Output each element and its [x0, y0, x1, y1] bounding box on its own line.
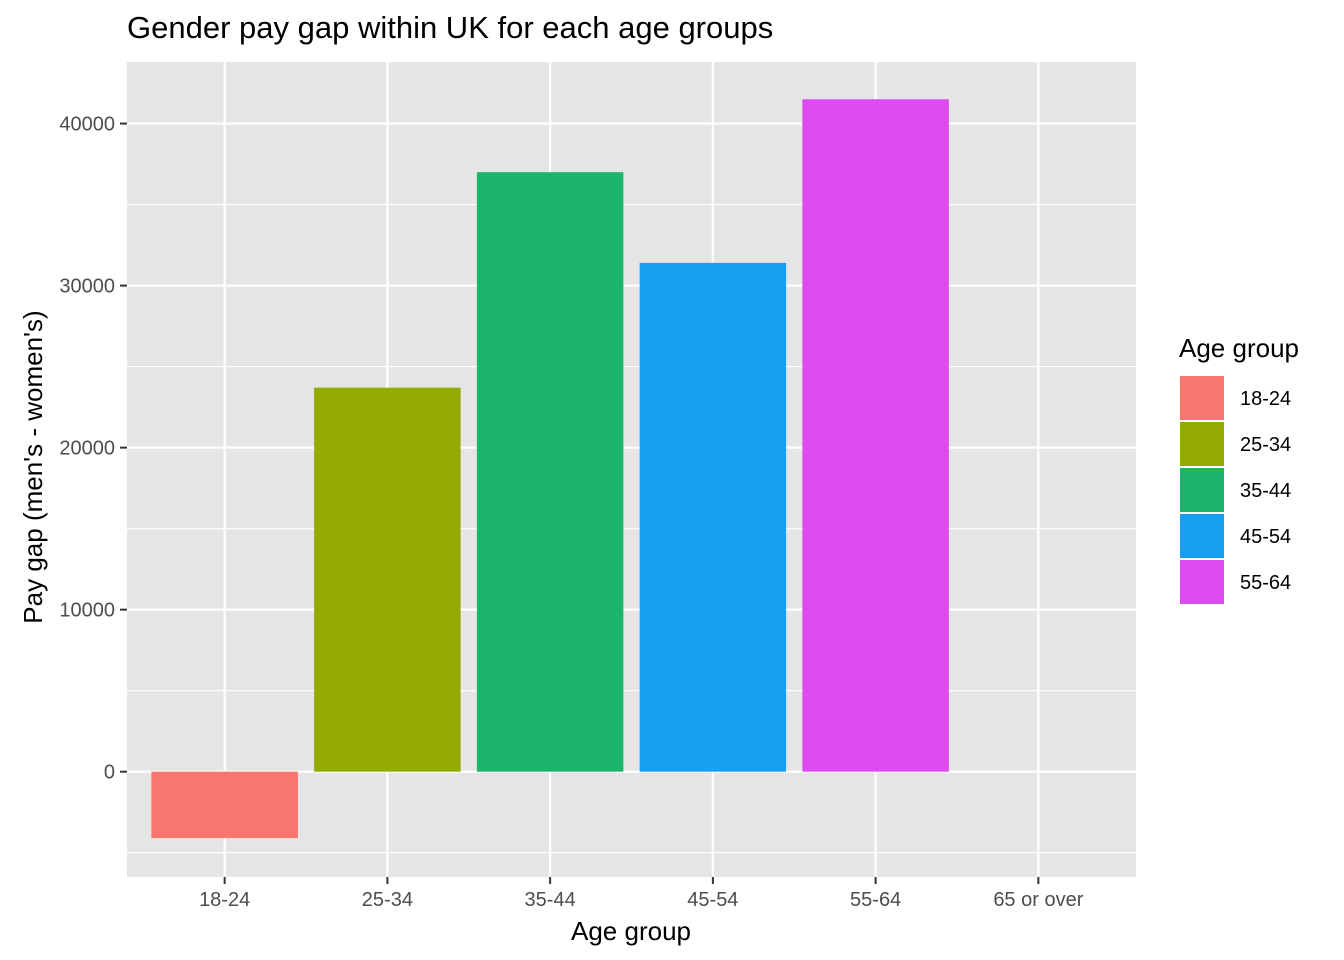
y-tick-label: 20000: [59, 438, 115, 460]
y-tick-label: 30000: [59, 276, 115, 298]
legend-label: 35-44: [1240, 480, 1291, 502]
legend-label: 55-64: [1240, 572, 1291, 594]
bar-35-44: [476, 172, 624, 772]
y-tick-label: 0: [104, 762, 115, 784]
legend-title: Age group: [1179, 333, 1299, 363]
legend-label: 18-24: [1240, 388, 1291, 410]
x-tick-label: 18-24: [199, 889, 250, 911]
legend-key-45-54: [1180, 514, 1224, 558]
legend-label: 45-54: [1240, 526, 1291, 548]
x-axis-title: Age group: [571, 916, 691, 946]
bar-45-54: [639, 262, 787, 772]
y-axis: 0 10000 20000 30000 40000: [59, 114, 127, 784]
legend-key-55-64: [1180, 560, 1224, 604]
x-tick-label: 55-64: [850, 889, 901, 911]
legend-key-25-34: [1180, 422, 1224, 466]
bar-55-64: [802, 99, 949, 772]
x-axis: 18-24 25-34 35-44 45-54 55-64 65 or over: [199, 877, 1084, 911]
chart-title: Gender pay gap within UK for each age gr…: [127, 10, 773, 45]
y-tick-label: 10000: [59, 600, 115, 622]
plot-panel: [127, 62, 1136, 877]
minor-gridlines: [127, 204, 1136, 854]
bar-25-34: [314, 387, 461, 772]
y-tick-label: 40000: [59, 114, 115, 136]
x-tick-label: 25-34: [362, 889, 413, 911]
legend-key-18-24: [1180, 376, 1224, 420]
y-axis-title: Pay gap (men's - women's): [18, 310, 48, 623]
legend-key-35-44: [1180, 468, 1224, 512]
legend: Age group 18-24 25-34 35-44 45-54 55-64: [1179, 333, 1299, 604]
bars: [151, 99, 949, 839]
x-tick-label: 45-54: [687, 889, 738, 911]
legend-label: 25-34: [1240, 434, 1291, 456]
bar-18-24: [151, 771, 298, 839]
x-tick-label: 35-44: [525, 889, 576, 911]
x-tick-label: 65 or over: [993, 889, 1083, 911]
